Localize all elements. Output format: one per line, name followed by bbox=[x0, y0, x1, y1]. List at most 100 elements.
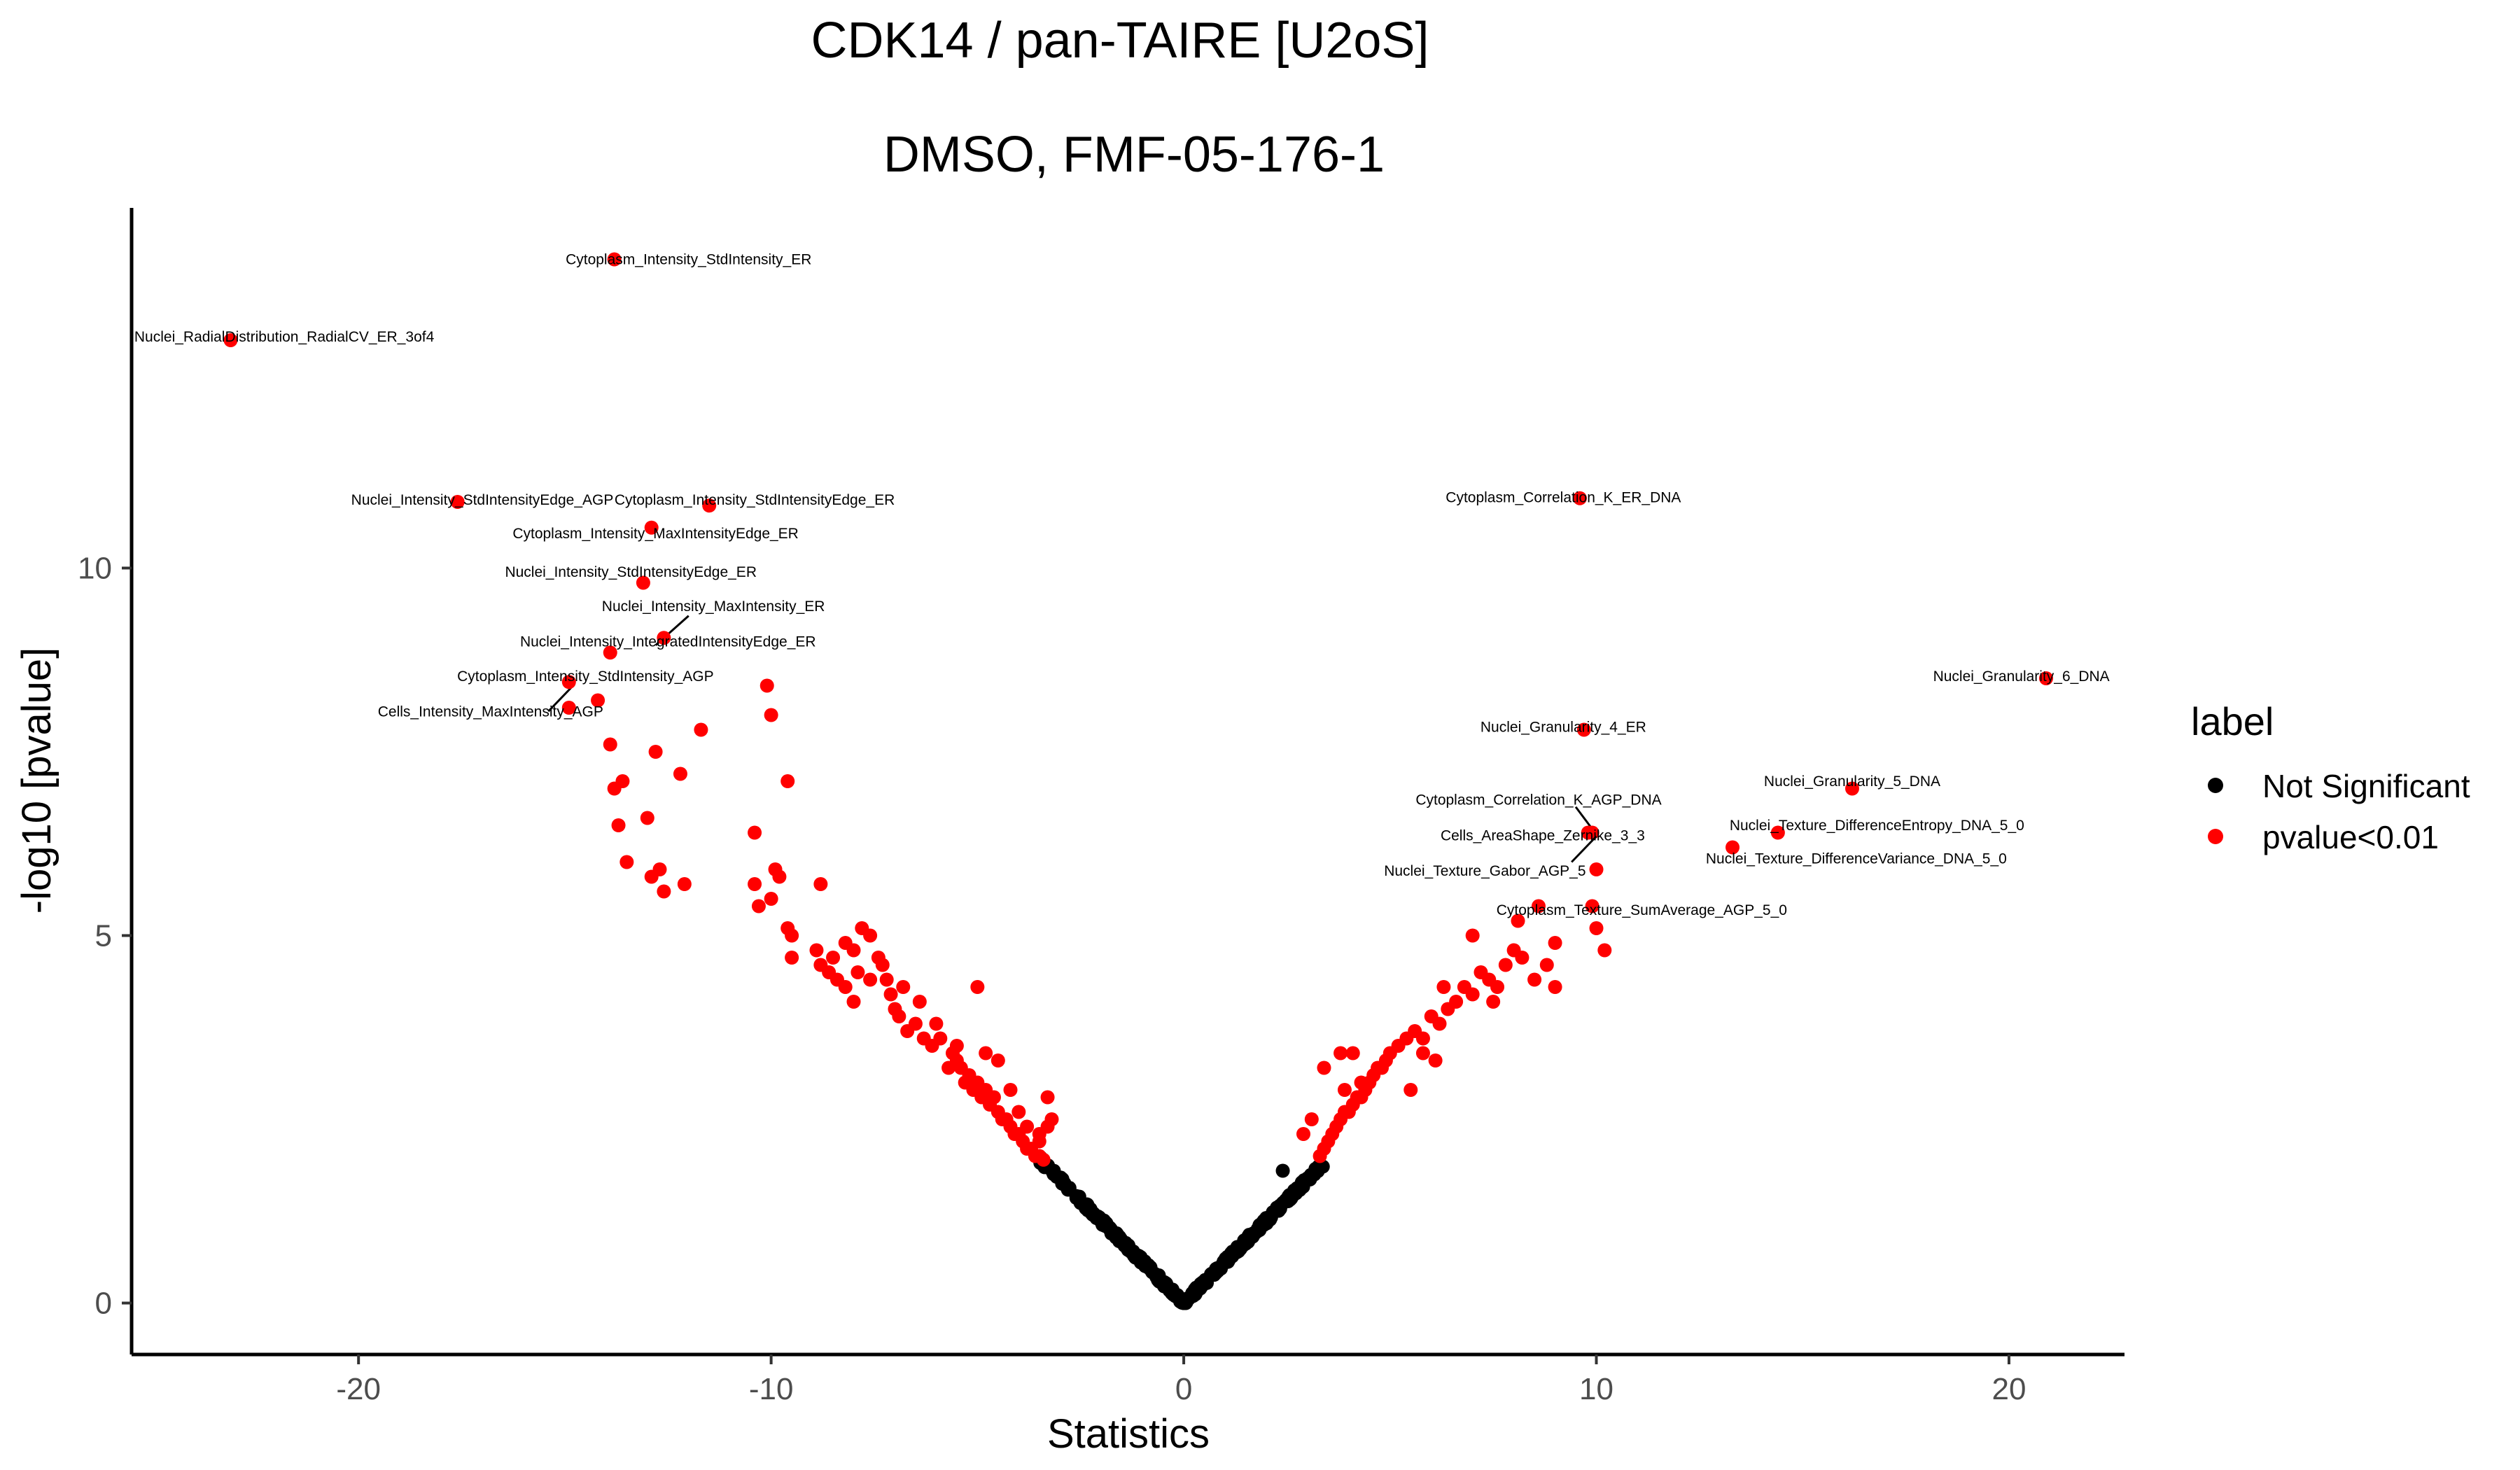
data-point-significant bbox=[615, 774, 630, 788]
data-point-significant bbox=[1432, 1016, 1447, 1031]
data-point-significant bbox=[1415, 1031, 1430, 1046]
data-point-labeled bbox=[2039, 671, 2054, 685]
data-point-significant bbox=[813, 877, 828, 891]
data-point-significant bbox=[764, 708, 778, 722]
point-label: Nuclei_Granularity_5_DNA bbox=[1764, 774, 1940, 790]
legend-label-significant: pvalue<0.01 bbox=[2262, 819, 2439, 855]
data-point-significant bbox=[652, 862, 667, 876]
x-tick-label: 10 bbox=[1579, 1372, 1614, 1406]
legend-title: label bbox=[2191, 699, 2274, 743]
data-point-significant bbox=[780, 774, 795, 788]
data-point-significant bbox=[1032, 1127, 1046, 1141]
plot-area: Cytoplasm_Intensity_StdIntensity_ER Nucle… bbox=[134, 252, 2110, 1310]
data-point-significant bbox=[1415, 1046, 1430, 1060]
data-point-significant bbox=[830, 972, 844, 987]
data-point-significant bbox=[908, 1016, 923, 1031]
data-point-not-significant bbox=[1193, 1281, 1208, 1296]
legend-marker-significant bbox=[2208, 829, 2223, 844]
data-point-significant bbox=[1354, 1075, 1368, 1090]
data-point-not-significant bbox=[1315, 1159, 1330, 1174]
data-point-significant bbox=[1345, 1046, 1360, 1060]
point-label: Nuclei_Texture_DifferenceVariance_DNA_5_… bbox=[1706, 850, 2007, 867]
legend-marker-not-significant bbox=[2208, 778, 2223, 793]
data-point-significant bbox=[986, 1090, 1001, 1105]
data-point-not-significant bbox=[1271, 1203, 1286, 1218]
data-point-significant bbox=[896, 980, 911, 994]
y-tick-label: 10 bbox=[78, 552, 112, 586]
label-leader-line bbox=[1574, 806, 1593, 830]
data-point-not-significant bbox=[1303, 1168, 1318, 1182]
data-point-significant bbox=[591, 693, 606, 708]
data-point-labeled bbox=[657, 631, 671, 645]
data-point-significant bbox=[1317, 1060, 1331, 1075]
data-point-labeled bbox=[644, 520, 659, 535]
data-point-significant bbox=[1404, 1083, 1418, 1097]
data-point-labeled bbox=[1572, 491, 1587, 505]
chart-title: CDK14 / pan-TAIRE [U2oS] bbox=[811, 13, 1429, 69]
data-point-significant bbox=[1449, 995, 1464, 1009]
x-axis-title: Statistics bbox=[1047, 1411, 1210, 1457]
point-label: Cells_Intensity_MaxIntensity_AGP bbox=[378, 704, 603, 720]
data-point-not-significant bbox=[1096, 1214, 1110, 1229]
data-point-not-significant bbox=[1237, 1233, 1252, 1248]
data-point-significant bbox=[1548, 980, 1562, 994]
label-leader-line bbox=[547, 685, 574, 713]
data-point-not-significant bbox=[1292, 1183, 1307, 1198]
x-tick-label: -20 bbox=[336, 1372, 381, 1406]
data-point-labeled bbox=[1589, 862, 1604, 876]
data-point-not-significant bbox=[1275, 1163, 1290, 1178]
series-not-significant bbox=[1033, 1150, 1330, 1310]
data-point-significant bbox=[1044, 1112, 1059, 1126]
data-point-labeled bbox=[223, 333, 238, 347]
data-point-significant bbox=[785, 928, 799, 943]
data-point-not-significant bbox=[1143, 1260, 1158, 1275]
data-point-significant bbox=[809, 943, 824, 958]
data-point-significant bbox=[875, 958, 890, 972]
data-point-significant bbox=[1486, 995, 1501, 1009]
label-leader-line bbox=[1571, 835, 1597, 863]
data-point-not-significant bbox=[1118, 1239, 1133, 1254]
data-point-not-significant bbox=[1107, 1226, 1122, 1241]
data-point-not-significant bbox=[1080, 1198, 1095, 1212]
labeled-points: Cytoplasm_Intensity_StdIntensity_ER Nucle… bbox=[134, 252, 2110, 918]
point-label: Cytoplasm_Correlation_K_AGP_DNA bbox=[1415, 792, 1661, 808]
x-tick-label: 0 bbox=[1175, 1372, 1192, 1406]
data-point-significant bbox=[1011, 1105, 1026, 1119]
data-point-significant bbox=[1515, 951, 1530, 965]
data-point-significant bbox=[863, 928, 878, 943]
data-point-significant bbox=[929, 1016, 944, 1031]
point-label: Nuclei_Texture_DifferenceEntropy_DNA_5_0 bbox=[1730, 818, 2024, 834]
data-point-significant bbox=[1597, 943, 1612, 958]
point-label: Cytoplasm_Intensity_StdIntensityEdge_ER bbox=[615, 492, 895, 508]
data-point-significant bbox=[1337, 1083, 1352, 1097]
data-point-not-significant bbox=[1054, 1170, 1068, 1185]
data-point-significant bbox=[673, 766, 687, 781]
data-point-significant bbox=[892, 1009, 906, 1023]
data-point-significant bbox=[1511, 913, 1525, 928]
y-tick-label: 5 bbox=[95, 919, 112, 953]
data-point-significant bbox=[1040, 1090, 1055, 1105]
data-point-significant bbox=[657, 884, 671, 899]
point-label: Cytoplasm_Texture_SumAverage_AGP_5_0 bbox=[1497, 902, 1787, 918]
data-point-significant bbox=[1539, 958, 1554, 972]
data-point-significant bbox=[949, 1039, 964, 1053]
data-point-labeled bbox=[1576, 722, 1591, 737]
data-point-significant bbox=[1428, 1054, 1443, 1068]
point-label: Cells_AreaShape_Zernike_3_3 bbox=[1441, 828, 1645, 844]
data-point-not-significant bbox=[1069, 1191, 1084, 1205]
data-point-significant bbox=[748, 825, 762, 840]
data-point-significant bbox=[648, 745, 663, 759]
data-point-significant bbox=[1589, 921, 1604, 935]
data-point-significant bbox=[826, 951, 841, 965]
chart-subtitle: DMSO, FMF-05-176-1 bbox=[883, 127, 1385, 183]
data-point-significant bbox=[1436, 980, 1451, 994]
data-point-labeled bbox=[702, 498, 717, 513]
data-point-significant bbox=[1465, 987, 1480, 1002]
data-point-significant bbox=[863, 972, 878, 987]
legend-label-not-significant: Not Significant bbox=[2262, 768, 2470, 804]
data-point-significant bbox=[751, 899, 766, 913]
data-point-significant bbox=[748, 877, 762, 891]
data-point-significant bbox=[677, 877, 692, 891]
data-point-labeled bbox=[1726, 840, 1740, 855]
